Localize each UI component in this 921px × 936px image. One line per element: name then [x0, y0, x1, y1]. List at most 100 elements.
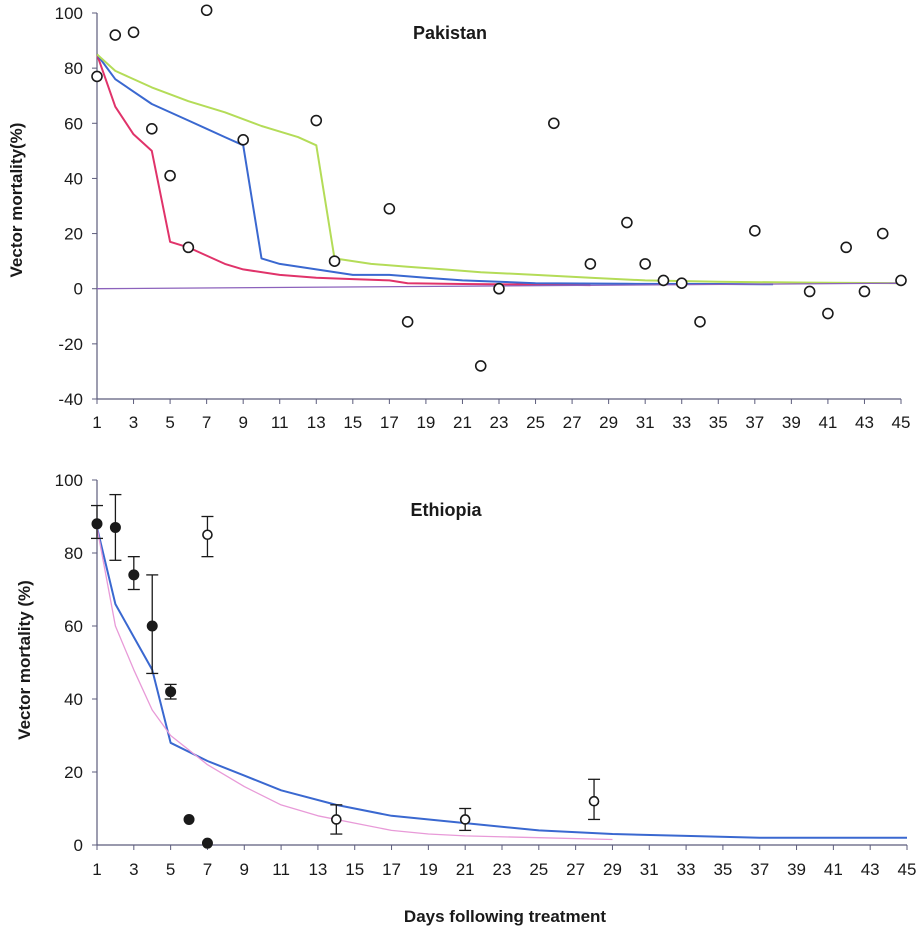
- ethiopia-fit-lines: [96, 527, 907, 841]
- pakistan-x-tick-label: 37: [745, 413, 764, 432]
- pakistan-y-tick-label: -40: [58, 390, 83, 409]
- x-axis-title: Days following treatment: [404, 907, 606, 926]
- pakistan-y-tick-label: -20: [58, 335, 83, 354]
- ethiopia-filled-point: [91, 518, 103, 530]
- ethiopia-y-tick-label: 80: [64, 544, 83, 563]
- pakistan-open-point: [164, 169, 176, 182]
- pakistan-open-point: [493, 282, 505, 295]
- pakistan-open-point: [840, 241, 852, 254]
- pakistan-open-point: [474, 360, 487, 372]
- ethiopia-y-axis-title: Vector mortality (%): [15, 580, 34, 740]
- pakistan-open-point: [200, 4, 213, 17]
- pakistan-panel: Pakistan Vector mortality(%) 100 80 60 40 20…: [7, 4, 910, 432]
- ethiopia-filled-point: [109, 521, 121, 533]
- pakistan-x-tick-label: 3: [129, 413, 138, 432]
- pakistan-open-point: [657, 274, 670, 287]
- pakistan-x-tick-label: 7: [202, 413, 211, 432]
- pakistan-open-point: [584, 258, 597, 270]
- ethiopia-open-point: [459, 814, 471, 825]
- ethiopia-x-tick-label: 37: [750, 860, 769, 879]
- pakistan-x-tick-label: 33: [672, 413, 691, 432]
- ethiopia-y-tick-label: 0: [74, 836, 83, 855]
- pakistan-open-point: [895, 274, 907, 287]
- ethiopia-filled-point: [183, 813, 195, 825]
- pakistan-x-tick-label: 35: [709, 413, 728, 432]
- ethiopia-filled-point: [128, 569, 140, 581]
- pakistan-open-point: [127, 26, 140, 39]
- ethiopia-x-tick-label: 3: [129, 860, 138, 879]
- pakistan-open-point: [621, 216, 633, 229]
- ethiopia-filled-point: [165, 686, 177, 698]
- ethiopia-x-tick-label: 11: [272, 860, 290, 879]
- pakistan-open-point: [749, 225, 761, 237]
- ethiopia-x-tick-label: 33: [677, 860, 696, 879]
- pakistan-x-tick-label: 17: [380, 413, 399, 432]
- pakistan-open-point: [876, 227, 889, 240]
- ethiopia-x-tick-label: 39: [787, 860, 806, 879]
- pakistan-open-point: [822, 307, 834, 320]
- pakistan-open-point: [310, 114, 323, 127]
- pakistan-y-tick-label: 20: [64, 225, 83, 244]
- pakistan-title: Pakistan: [413, 23, 487, 43]
- ethiopia-x-tick-label: 23: [493, 860, 512, 879]
- pakistan-x-tick-label: 21: [453, 413, 472, 432]
- ethiopia-open-point: [588, 795, 600, 807]
- ethiopia-x-tick-label: 5: [166, 860, 175, 879]
- pakistan-x-tick-label: 9: [238, 413, 247, 432]
- ethiopia-x-tick-label: 13: [308, 860, 327, 879]
- ethiopia-x-tick-label: 17: [382, 860, 401, 879]
- pakistan-y-tick-label: 40: [64, 169, 83, 188]
- pakistan-green-line: [96, 53, 902, 285]
- pakistan-open-point: [858, 285, 871, 298]
- ethiopia-data-points: [91, 493, 601, 849]
- pakistan-y-tick-label: 0: [74, 280, 83, 299]
- pakistan-red-line: [96, 54, 591, 287]
- ethiopia-y-tick-label: 20: [64, 763, 83, 782]
- pakistan-x-tick-label: 5: [165, 413, 174, 432]
- ethiopia-panel: Ethiopia Vector mortality (%) 100 80 60 40 2…: [15, 471, 916, 879]
- pakistan-x-tick-label: 27: [563, 413, 582, 432]
- ethiopia-filled-point: [146, 620, 158, 632]
- pakistan-x-tick-label: 19: [416, 413, 435, 432]
- pakistan-x-tick-label: 25: [526, 413, 545, 432]
- ethiopia-x-tick-label: 9: [240, 860, 249, 879]
- ethiopia-title: Ethiopia: [411, 500, 483, 520]
- ethiopia-x-tick-label: 7: [203, 860, 212, 879]
- ethiopia-x-tick-label: 31: [640, 860, 659, 879]
- pakistan-open-point: [146, 123, 158, 135]
- pakistan-fit-lines: [96, 53, 902, 290]
- pakistan-x-tick-label: 23: [490, 413, 509, 432]
- ethiopia-x-tick-label: 19: [419, 860, 438, 879]
- pakistan-open-point: [109, 29, 122, 41]
- pakistan-x-tick-label: 31: [636, 413, 655, 432]
- pakistan-x-tick-label: 41: [818, 413, 837, 432]
- pakistan-open-point: [401, 315, 414, 328]
- pakistan-x-tick-label: 13: [307, 413, 326, 432]
- pakistan-open-point: [694, 315, 706, 328]
- pakistan-blue-line: [96, 53, 774, 286]
- ethiopia-filled-point: [201, 837, 213, 849]
- ethiopia-open-point: [331, 814, 342, 825]
- pakistan-open-point: [237, 134, 249, 146]
- pakistan-x-tick-label: 45: [892, 413, 911, 432]
- pakistan-x-tick-label: 1: [92, 413, 101, 432]
- pakistan-y-tick-label: 60: [64, 114, 83, 133]
- pakistan-x-tick-label: 43: [855, 413, 874, 432]
- ethiopia-x-tick-label: 45: [898, 860, 917, 879]
- pakistan-open-point: [548, 117, 560, 130]
- pakistan-x-tick-label: 15: [343, 413, 362, 432]
- ethiopia-y-tick-label: 100: [55, 471, 83, 490]
- ethiopia-x-tick-label: 1: [92, 860, 101, 879]
- ethiopia-y-tick-label: 60: [64, 617, 83, 636]
- pakistan-open-point: [675, 277, 688, 290]
- ethiopia-x-tick-label: 15: [345, 860, 364, 879]
- pakistan-open-point: [328, 255, 341, 267]
- ethiopia-x-tick-label: 43: [861, 860, 880, 879]
- ethiopia-open-point: [202, 529, 213, 541]
- ethiopia-x-tick-label: 35: [713, 860, 732, 879]
- pakistan-x-tick-label: 39: [782, 413, 801, 432]
- pakistan-y-tick-label: 80: [64, 59, 83, 78]
- pakistan-open-point: [803, 285, 816, 298]
